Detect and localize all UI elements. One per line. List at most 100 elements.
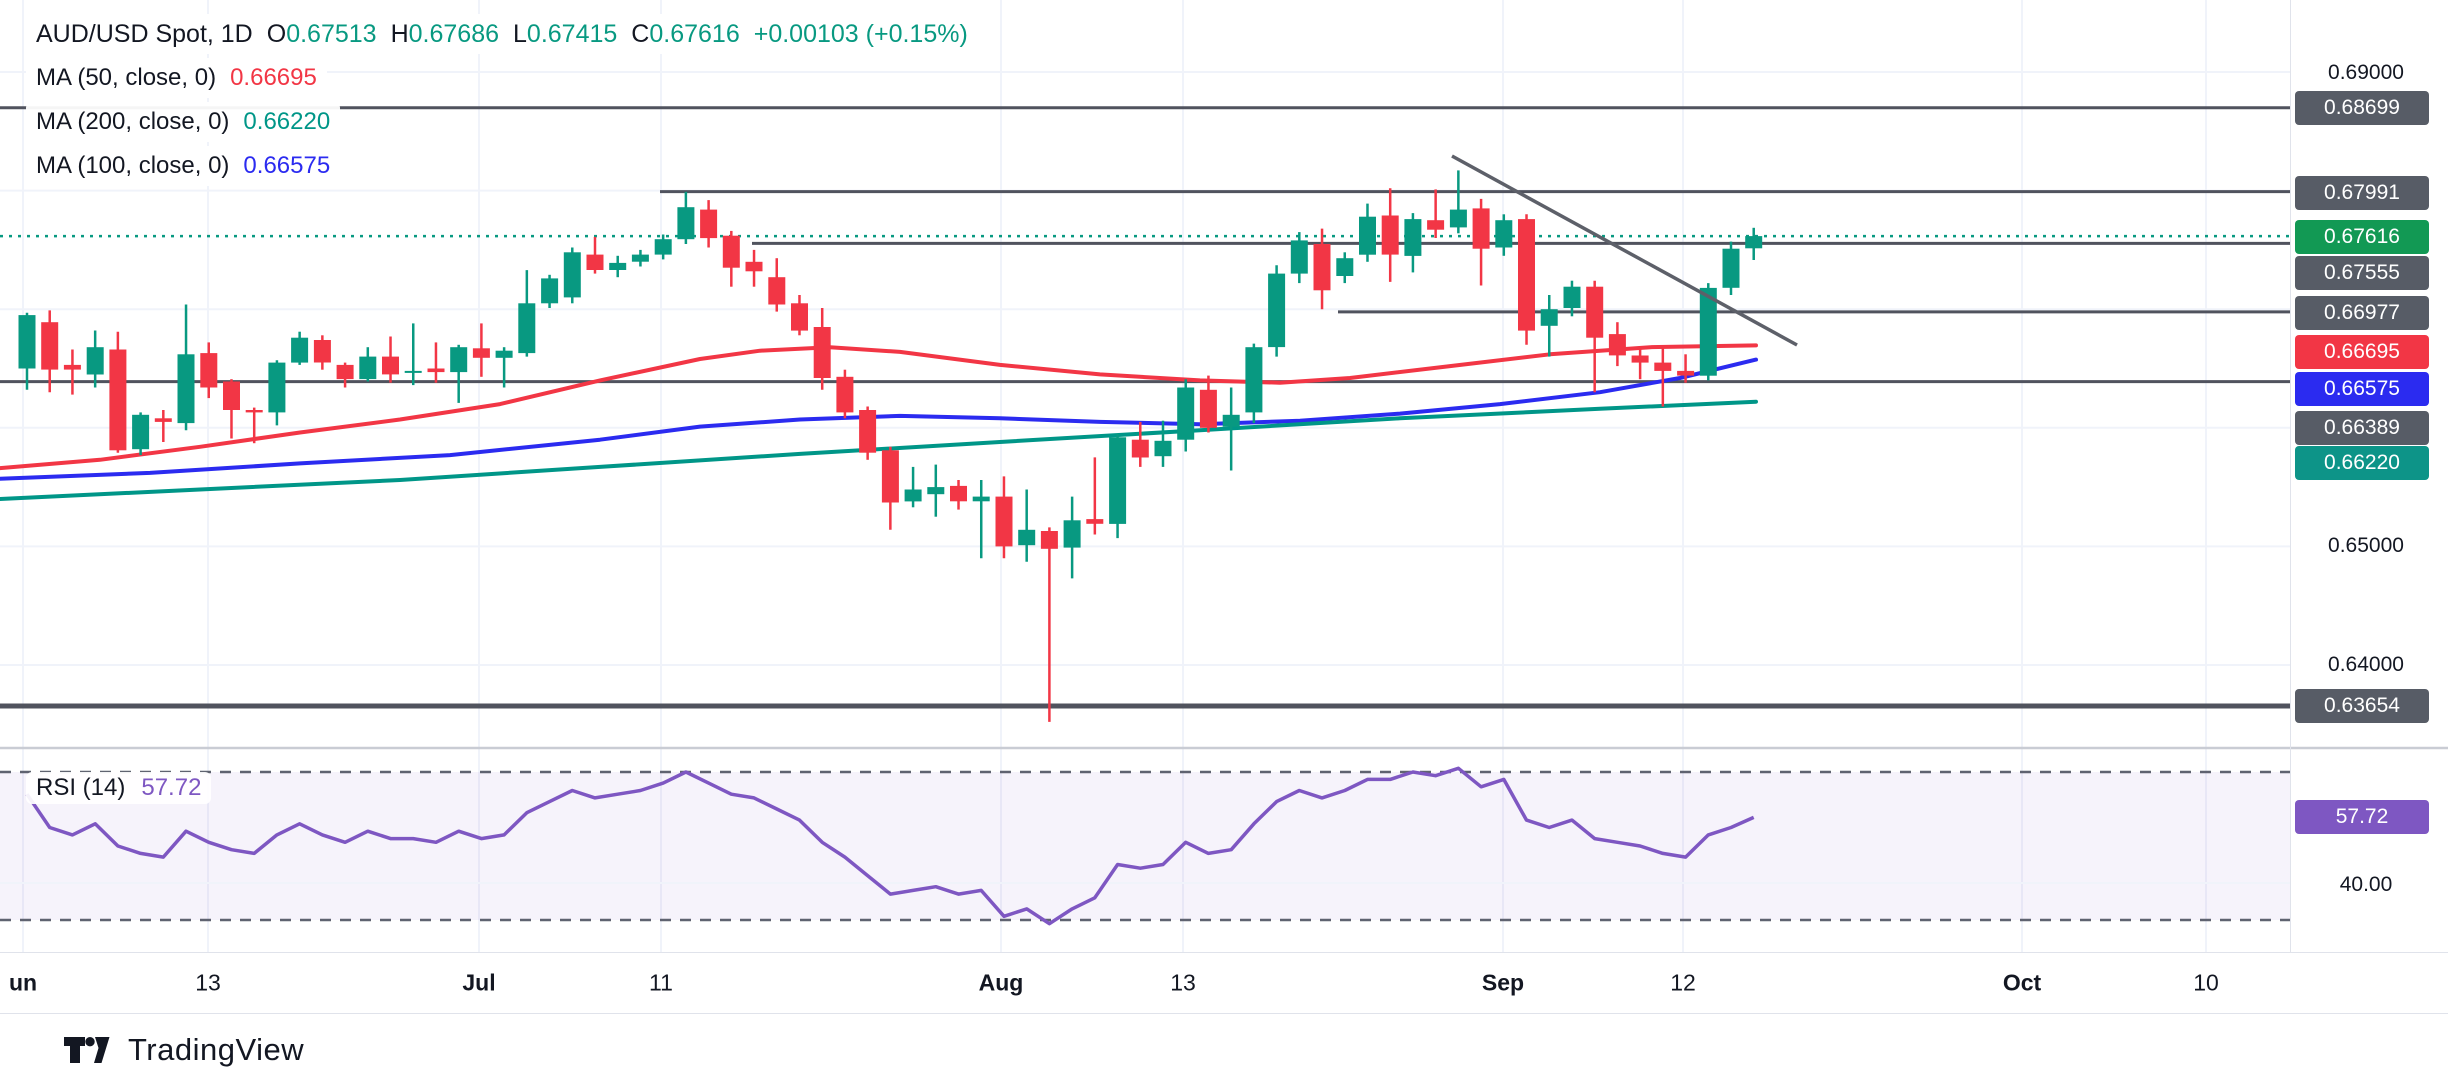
candle[interactable] [791,295,808,336]
candle[interactable] [1563,280,1581,317]
candle[interactable] [313,335,331,370]
candle[interactable] [859,406,877,460]
candle[interactable] [745,249,763,287]
ma50-line[interactable] [0,343,1758,471]
candle[interactable] [1063,496,1081,579]
candle[interactable] [1608,322,1626,367]
candle[interactable] [972,480,990,559]
candle[interactable] [472,323,490,377]
ma100-legend-row[interactable]: MA (100, close, 0) 0.66575 [26,146,341,186]
candle[interactable] [950,480,967,510]
candle[interactable] [495,347,513,388]
open-value: O0.67513 [266,20,377,48]
time-tick-label: 10 [2193,969,2219,996]
candle[interactable] [109,331,127,453]
candle[interactable] [541,274,559,308]
candle[interactable] [359,347,377,382]
candle[interactable] [1268,265,1286,357]
candle[interactable] [927,464,945,517]
candle[interactable] [1359,203,1376,262]
trendline-drawing[interactable] [1451,154,1798,347]
candle[interactable] [1495,214,1513,256]
candle[interactable] [1472,198,1490,286]
candle[interactable] [654,234,672,260]
candle[interactable] [1518,214,1535,345]
ma100-line[interactable] [0,357,1758,481]
candle[interactable] [1086,457,1104,535]
candle[interactable] [995,476,1013,559]
candle[interactable] [427,342,445,383]
price-axis-label: 0.64000 [2328,653,2404,676]
candle[interactable] [1745,227,1763,260]
candle[interactable] [1427,189,1445,238]
time-axis[interactable]: un 13 Jul 11 Aug 13 Sep 12 Oct 10 [0,952,2448,1014]
candle[interactable] [1154,420,1172,467]
price-axis-label: 0.65000 [2328,534,2404,557]
candle[interactable] [881,446,899,530]
candle[interactable] [1404,213,1422,273]
candle[interactable] [722,230,740,287]
candle[interactable] [700,200,718,248]
candle[interactable] [1586,280,1604,393]
candle[interactable] [904,466,922,508]
candle[interactable] [1677,354,1695,383]
candle[interactable] [1654,347,1672,407]
candle[interactable] [18,312,36,390]
candle[interactable] [1540,295,1558,357]
candle[interactable] [291,331,309,365]
candle[interactable] [177,304,195,431]
ma200-legend-row[interactable]: MA (200, close, 0) 0.66220 [26,102,341,142]
candle[interactable] [1177,379,1195,452]
candle[interactable] [1131,421,1149,467]
candle[interactable] [154,410,172,442]
rsi-value: 57.72 [141,774,202,801]
candle[interactable] [768,258,786,312]
candle[interactable] [1109,433,1127,539]
candle[interactable] [518,270,536,357]
candle[interactable] [268,360,286,426]
candle[interactable] [813,308,831,390]
candle[interactable] [132,412,150,456]
price-axis-badge: 0.67991 [2295,176,2429,210]
candle[interactable] [200,342,218,399]
candle[interactable] [1449,170,1467,234]
ma50-legend-row[interactable]: MA (50, close, 0) 0.66695 [26,58,327,98]
candle[interactable] [86,330,104,388]
candle[interactable] [1313,228,1331,310]
candle[interactable] [1290,232,1308,284]
candle[interactable] [609,255,627,278]
candle[interactable] [382,336,399,383]
candle[interactable] [1199,375,1217,433]
candle[interactable] [245,407,263,444]
candle[interactable] [404,323,422,386]
tradingview-logo[interactable]: TradingView [64,1032,304,1068]
symbol-legend-row[interactable]: AUD/USD Spot, 1D O0.67513 H0.67686 L0.67… [26,14,978,54]
candle[interactable] [677,191,695,244]
rsi-legend-row[interactable]: RSI (14) 57.72 [26,772,212,804]
candle[interactable] [586,236,604,274]
rsi-line[interactable] [25,766,1755,926]
candle[interactable] [1245,343,1263,424]
candle[interactable] [1699,283,1717,381]
candle[interactable] [1631,346,1649,380]
candle[interactable] [63,349,81,395]
candle[interactable] [1040,527,1058,722]
candle[interactable] [836,369,854,419]
candle[interactable] [1336,252,1354,284]
ma200-line[interactable] [0,399,1758,501]
candle[interactable] [336,362,354,388]
price-axis-badge: 0.67555 [2295,256,2429,290]
candle[interactable] [631,249,649,267]
candle[interactable] [1722,241,1740,295]
candle[interactable] [1222,387,1240,471]
candle[interactable] [1018,489,1036,562]
candle[interactable] [41,310,59,393]
price-axis[interactable]: 0.69000 0.68699 0.67991 0.67616 0.67555 0.669… [2290,0,2448,1012]
candle[interactable] [563,247,581,304]
candle[interactable] [1381,188,1399,282]
candle[interactable] [450,344,468,403]
time-tick-label: 12 [1670,969,1696,996]
change-value: +0.00103 (+0.15%) [753,20,968,48]
candle[interactable] [223,379,240,439]
